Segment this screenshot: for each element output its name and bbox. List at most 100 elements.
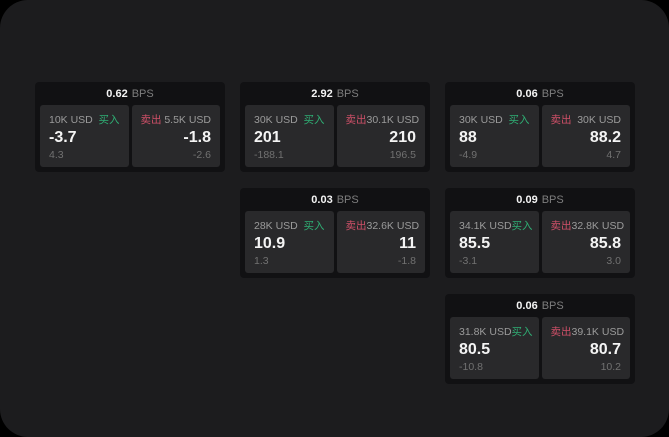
- sell-delta: -1.8: [397, 255, 416, 267]
- buy-side-label: 买入: [511, 326, 533, 338]
- bps-value: 2.92: [311, 88, 333, 100]
- sell-label-row: 卖出 32.8K USD: [550, 218, 625, 233]
- buy-label-row: 30K USD 买入: [254, 112, 325, 127]
- side-panels: 30K USD 买入 201 -188.1 卖出 30.1K USD 210 1…: [240, 105, 430, 172]
- sell-side-label: 卖出: [550, 326, 572, 338]
- buy-delta: -3.1: [459, 255, 478, 267]
- sell-size: 39.1K USD: [571, 325, 625, 338]
- buy-price: 10.9: [254, 235, 286, 253]
- sell-size: 30.1K USD: [366, 113, 420, 126]
- buy-price: 85.5: [459, 235, 491, 253]
- sell-panel[interactable]: 卖出 30K USD 88.2 4.7: [541, 105, 630, 167]
- buy-panel[interactable]: 30K USD 买入 88 -4.9: [450, 105, 539, 167]
- side-panels: 34.1K USD 买入 85.5 -3.1 卖出 32.8K USD 85.8…: [445, 211, 635, 278]
- card-header: 0.06 BPS: [445, 82, 635, 105]
- buy-side-label: 买入: [303, 220, 325, 232]
- buy-size: 34.1K USD: [459, 219, 512, 232]
- sell-label-row: 卖出 32.6K USD: [345, 218, 420, 233]
- sell-delta: 10.2: [600, 361, 621, 373]
- sell-delta: 4.7: [606, 149, 621, 161]
- buy-size: 30K USD: [459, 113, 503, 126]
- sell-label-row: 卖出 5.5K USD: [141, 112, 212, 127]
- sell-panel[interactable]: 卖出 32.8K USD 85.8 3.0: [541, 211, 630, 273]
- buy-label-row: 10K USD 买入: [49, 112, 120, 127]
- card-header: 0.06 BPS: [445, 294, 635, 317]
- quote-card: 0.06 BPS 31.8K USD 买入 80.5 -10.8 卖出 39.1K…: [445, 294, 635, 384]
- bps-unit-label: BPS: [541, 300, 564, 312]
- sell-price: 85.8: [589, 235, 621, 253]
- bps-value: 0.03: [311, 194, 333, 206]
- sell-size: 30K USD: [577, 113, 621, 126]
- buy-delta: -4.9: [459, 149, 478, 161]
- card-header: 0.62 BPS: [35, 82, 225, 105]
- bps-unit-label: BPS: [541, 194, 564, 206]
- sell-panel[interactable]: 卖出 39.1K USD 80.7 10.2: [541, 317, 630, 379]
- buy-panel[interactable]: 34.1K USD 买入 85.5 -3.1: [450, 211, 539, 273]
- sell-size: 32.6K USD: [366, 219, 420, 232]
- quote-card: 0.03 BPS 28K USD 买入 10.9 1.3 卖出 32.6K USD…: [240, 188, 430, 278]
- buy-panel[interactable]: 31.8K USD 买入 80.5 -10.8: [450, 317, 539, 379]
- sell-delta: 196.5: [389, 149, 416, 161]
- sell-side-label: 卖出: [550, 114, 572, 126]
- buy-price: 201: [254, 129, 281, 147]
- bps-unit-label: BPS: [336, 88, 359, 100]
- sell-label-row: 卖出 30.1K USD: [345, 112, 420, 127]
- buy-panel[interactable]: 30K USD 买入 201 -188.1: [245, 105, 334, 167]
- buy-label-row: 34.1K USD 买入: [459, 218, 533, 233]
- bps-unit-label: BPS: [336, 194, 359, 206]
- buy-delta: 4.3: [49, 149, 64, 161]
- sell-side-label: 卖出: [345, 220, 367, 232]
- buy-price: -3.7: [49, 129, 77, 147]
- buy-delta: -188.1: [254, 149, 284, 161]
- quote-card: 0.06 BPS 30K USD 买入 88 -4.9 卖出 30K USD 88…: [445, 82, 635, 172]
- buy-side-label: 买入: [303, 114, 325, 126]
- sell-side-label: 卖出: [140, 114, 162, 126]
- buy-delta: 1.3: [254, 255, 269, 267]
- bps-value: 0.62: [106, 88, 128, 100]
- sell-side-label: 卖出: [345, 114, 367, 126]
- sell-delta: -2.6: [192, 149, 211, 161]
- sell-price: 11: [399, 235, 416, 253]
- quote-card: 2.92 BPS 30K USD 买入 201 -188.1 卖出 30.1K U…: [240, 82, 430, 172]
- buy-price: 80.5: [459, 341, 491, 359]
- sell-size: 5.5K USD: [164, 113, 211, 126]
- sell-delta: 3.0: [606, 255, 621, 267]
- sell-size: 32.8K USD: [571, 219, 625, 232]
- quote-card: 0.62 BPS 10K USD 买入 -3.7 4.3 卖出 5.5K USD …: [35, 82, 225, 172]
- card-header: 0.03 BPS: [240, 188, 430, 211]
- buy-panel[interactable]: 28K USD 买入 10.9 1.3: [245, 211, 334, 273]
- sell-price: 80.7: [589, 341, 621, 359]
- side-panels: 10K USD 买入 -3.7 4.3 卖出 5.5K USD -1.8 -2.…: [35, 105, 225, 172]
- bps-unit-label: BPS: [541, 88, 564, 100]
- buy-side-label: 买入: [508, 114, 530, 126]
- sell-side-label: 卖出: [550, 220, 572, 232]
- buy-size: 10K USD: [49, 113, 93, 126]
- buy-delta: -10.8: [459, 361, 483, 373]
- card-header: 0.09 BPS: [445, 188, 635, 211]
- sell-panel[interactable]: 卖出 30.1K USD 210 196.5: [336, 105, 425, 167]
- side-panels: 28K USD 买入 10.9 1.3 卖出 32.6K USD 11 -1.8: [240, 211, 430, 278]
- buy-side-label: 买入: [98, 114, 120, 126]
- buy-size: 31.8K USD: [459, 325, 512, 338]
- bps-value: 0.06: [516, 88, 538, 100]
- buy-label-row: 28K USD 买入: [254, 218, 325, 233]
- buy-size: 28K USD: [254, 219, 298, 232]
- buy-panel[interactable]: 10K USD 买入 -3.7 4.3: [40, 105, 129, 167]
- sell-label-row: 卖出 30K USD: [551, 112, 622, 127]
- quote-card: 0.09 BPS 34.1K USD 买入 85.5 -3.1 卖出 32.8K …: [445, 188, 635, 278]
- buy-label-row: 30K USD 买入: [459, 112, 530, 127]
- sell-panel[interactable]: 卖出 32.6K USD 11 -1.8: [336, 211, 425, 273]
- sell-price: 88.2: [589, 129, 621, 147]
- bps-value: 0.09: [516, 194, 538, 206]
- sell-price: 210: [389, 129, 416, 147]
- side-panels: 30K USD 买入 88 -4.9 卖出 30K USD 88.2 4.7: [445, 105, 635, 172]
- bps-value: 0.06: [516, 300, 538, 312]
- card-header: 2.92 BPS: [240, 82, 430, 105]
- quote-grid: 0.62 BPS 10K USD 买入 -3.7 4.3 卖出 5.5K USD …: [35, 82, 635, 384]
- buy-size: 30K USD: [254, 113, 298, 126]
- buy-side-label: 买入: [511, 220, 533, 232]
- sell-panel[interactable]: 卖出 5.5K USD -1.8 -2.6: [131, 105, 220, 167]
- buy-price: 88: [459, 129, 477, 147]
- sell-price: -1.8: [183, 129, 211, 147]
